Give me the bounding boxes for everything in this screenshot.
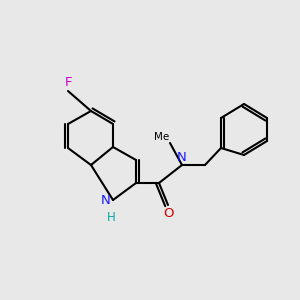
Text: O: O — [164, 207, 174, 220]
Text: N: N — [177, 151, 187, 164]
Text: N: N — [101, 194, 111, 206]
Text: H: H — [106, 211, 116, 224]
Text: F: F — [64, 76, 72, 89]
Text: Me: Me — [154, 132, 169, 142]
